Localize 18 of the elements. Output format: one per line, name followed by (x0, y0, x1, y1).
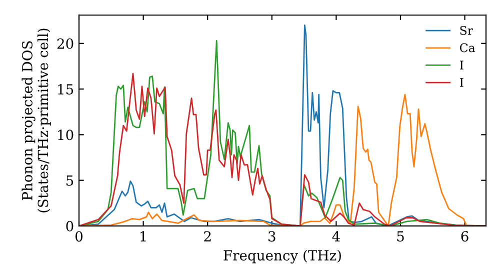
y-axis-title: Phonon projected DOS (States/THz·primitive cell) (22, 28, 51, 212)
x-tick-label: 0 (75, 231, 82, 242)
legend-label: I (460, 78, 464, 87)
x-tick-label: 6 (461, 231, 468, 242)
x-tick-label: 1 (140, 231, 146, 242)
x-tick-label: 3 (268, 231, 276, 242)
legend-label: Sr (460, 26, 474, 35)
x-axis-title: Frequency (THz) (224, 250, 341, 264)
y-tick-label: 20 (57, 38, 74, 49)
x-tick-label: 5 (397, 231, 404, 242)
y-tick-label: 0 (66, 220, 74, 232)
legend-label: I (460, 60, 464, 70)
y-tick-label: 5 (66, 175, 74, 186)
legend-label: Ca (460, 43, 476, 52)
y-tick-label: 10 (58, 130, 74, 140)
x-tick-label: 4 (332, 231, 340, 242)
x-tick-label: 2 (204, 231, 211, 242)
y-tick-label: 15 (58, 84, 74, 95)
